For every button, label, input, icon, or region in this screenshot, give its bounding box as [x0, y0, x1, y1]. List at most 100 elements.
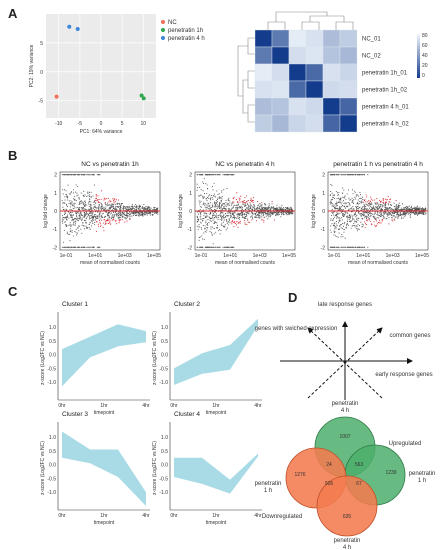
- cluster-y-label: z-score (Log2FC vs NC): [152, 441, 158, 495]
- ma-y-tick: -1: [53, 227, 58, 233]
- cluster-y-tick: 0.0: [161, 353, 168, 359]
- venn-count: 635: [343, 514, 352, 520]
- ma-y-tick: 1: [322, 191, 325, 197]
- heatmap-cell: [322, 97, 341, 116]
- heatmap-row-dendrogram: [237, 37, 255, 123]
- venn-right-label: penetratin: [409, 471, 436, 477]
- late-label: late response genes: [318, 302, 372, 308]
- cluster-band: [174, 318, 258, 385]
- heatmap-cell: [271, 29, 290, 48]
- cluster-x-tick: 1hr: [100, 513, 108, 519]
- heatmap-colorbar: 80 60 40 20 0: [417, 33, 428, 79]
- heatmap-cell: [288, 80, 307, 99]
- heatmap-row-label: NC_02: [362, 54, 381, 60]
- legend-label: penetratin 4 h: [168, 36, 205, 42]
- ma-y-tick: 0: [54, 209, 57, 215]
- ma-x-tick: 1e+05: [282, 253, 296, 259]
- heatmap-cell: [305, 97, 324, 116]
- cluster-x-tick: 4hr: [142, 513, 150, 519]
- venn-downregulated-label: Downregulated: [262, 514, 302, 520]
- panel-label-b: B: [8, 148, 18, 163]
- venn-top-circle: [314, 416, 376, 478]
- heatmap-cell: [288, 63, 307, 82]
- cluster-x-label: timepoint: [206, 520, 227, 526]
- cluster-y-tick: 0.5: [161, 339, 168, 345]
- heatmap-cell: [322, 114, 341, 133]
- ma-x-tick: 1e+01: [356, 253, 370, 259]
- cluster-x-tick: 0hr: [58, 403, 66, 409]
- legend-swatch: [161, 20, 165, 24]
- cluster-x-label: timepoint: [94, 410, 115, 416]
- cluster-y-tick: 0.5: [49, 339, 56, 345]
- cluster-x-tick: 1hr: [212, 403, 220, 409]
- pca-x-tick: -10: [55, 121, 62, 127]
- ma-points: [196, 174, 294, 248]
- ma-y-tick: -2: [53, 245, 58, 251]
- heatmap-cell: [322, 63, 341, 82]
- venn-count: 67: [356, 481, 362, 487]
- early-label: early response genes: [375, 372, 432, 378]
- panel-label-d: D: [288, 290, 298, 305]
- heatmap-cell: [339, 80, 358, 99]
- ma-points: [329, 174, 427, 248]
- cluster-y-tick: -0.5: [47, 366, 56, 372]
- cluster-band: [62, 324, 146, 387]
- venn-count: 563: [355, 462, 364, 468]
- cluster-y-tick: -0.5: [159, 366, 168, 372]
- heatmap-cell: [254, 80, 273, 99]
- heatmap-cell: [339, 97, 358, 116]
- cluster-y-tick: 0.5: [161, 449, 168, 455]
- cluster-y-tick: -1.0: [47, 490, 56, 496]
- venn-bottom-circle: [316, 475, 378, 537]
- pca-x-label: PC1: 64% variance: [80, 129, 123, 135]
- ma-x-label: mean of normalised counts: [348, 260, 409, 266]
- venn-upregulated-label: Upregulated: [389, 441, 422, 447]
- ma-x-tick: 1e-01: [60, 253, 73, 259]
- heatmap-cell: [339, 63, 358, 82]
- ma-x-tick: 1e+05: [415, 253, 429, 259]
- cluster-y-tick: -0.5: [47, 476, 56, 482]
- heatmap-dendrogram: [267, 11, 354, 30]
- heatmap-cell: [254, 46, 273, 65]
- heatmap-cell: [288, 114, 307, 133]
- cluster-y-tick: -1.0: [159, 380, 168, 386]
- ma-x-tick: 1e-01: [328, 253, 341, 259]
- venn-count: 1007: [339, 434, 350, 440]
- heatmap-cell: [271, 63, 290, 82]
- cluster-y-tick: 0.5: [49, 449, 56, 455]
- switched-label: genes with swiched expression: [255, 326, 338, 332]
- cluster-y-tick: 0.0: [49, 463, 56, 469]
- heatmap-cell: [339, 114, 358, 133]
- legend-label: NC: [168, 20, 177, 26]
- heatmap-cell: [271, 80, 290, 99]
- heatmap-cell: [254, 63, 273, 82]
- ma-x-tick: 1e+05: [147, 253, 161, 259]
- ma-x-label: mean of normalised counts: [80, 260, 141, 266]
- venn-top-label: penetratin: [332, 401, 359, 407]
- venn-count: 926: [325, 481, 334, 487]
- pca-point: [67, 24, 72, 29]
- cluster-y-label: z-score (Log2FC vs NC): [152, 331, 158, 385]
- pca-legend: NC penetratin 1h penetratin 4 h: [161, 20, 205, 42]
- pca-y-tick: -5: [39, 99, 44, 105]
- cluster-y-tick: 1.0: [49, 325, 56, 331]
- ma-y-tick: -1: [188, 227, 193, 233]
- cluster-x-tick: 1hr: [100, 403, 108, 409]
- pca-x-ticks: -10 -5 0 5 10: [55, 121, 146, 127]
- switched-arrow: [307, 327, 383, 399]
- cluster-x-tick: 0hr: [170, 513, 178, 519]
- venn-bottom-label: penetratin: [334, 538, 361, 544]
- heatmap-cell: [339, 29, 358, 48]
- heatmap-cell: [254, 114, 273, 133]
- pca-y-tick: 5: [40, 41, 43, 47]
- cluster-y-tick: -1.0: [159, 490, 168, 496]
- cluster-x-tick: 1hr: [212, 513, 220, 519]
- panel-label-a: A: [8, 6, 18, 21]
- ma-x-label: mean of normalised counts: [215, 260, 276, 266]
- ma-y-tick: -2: [188, 245, 193, 251]
- pca-point: [54, 94, 59, 99]
